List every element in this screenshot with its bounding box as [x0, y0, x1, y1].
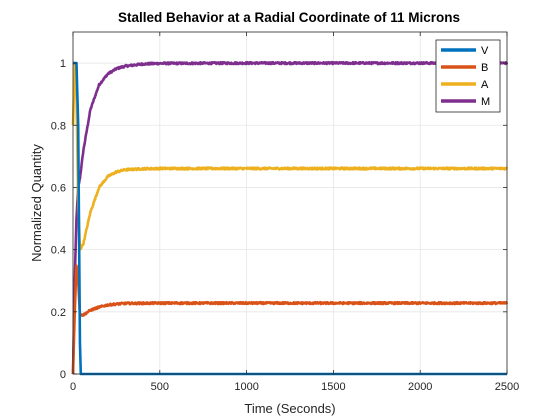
legend-label-V: V [481, 45, 489, 57]
x-tick-label: 0 [70, 381, 76, 393]
plot-area [73, 32, 507, 374]
y-tick-label: 0.6 [51, 182, 66, 194]
y-tick-label: 0.4 [51, 245, 66, 257]
axes: 0 500 1000 1500 2000 2500 0 0.2 0.4 0.6 0.8 1 [51, 31, 519, 393]
x-tick-label: 2000 [408, 381, 432, 393]
series-line-B [71, 264, 509, 375]
axes-box [72, 31, 508, 375]
y-tick-label: 1 [60, 58, 66, 70]
series-line-A [71, 62, 509, 251]
legend-label-A: A [481, 79, 489, 91]
chart-title: Stalled Behavior at a Radial Coordinate … [118, 10, 460, 25]
x-tick-label: 1500 [321, 381, 345, 393]
y-tick-label: 0.2 [51, 307, 66, 319]
x-tick-label: 1000 [234, 381, 258, 393]
y-axis-label: Normalized Quantity [29, 144, 44, 262]
series-line-M [71, 60, 509, 375]
y-tick-label: 0.8 [51, 120, 66, 132]
x-tick-label: 2500 [495, 381, 519, 393]
ticks: 0 500 1000 1500 2000 2500 0 0.2 0.4 0.6 0.8 1 [51, 32, 519, 393]
x-axis-label: Time (Seconds) [244, 401, 335, 416]
x-tick-label: 500 [151, 381, 169, 393]
legend-label-B: B [481, 62, 488, 74]
legend-label-M: M [481, 96, 490, 108]
y-tick-label: 0 [60, 369, 66, 381]
